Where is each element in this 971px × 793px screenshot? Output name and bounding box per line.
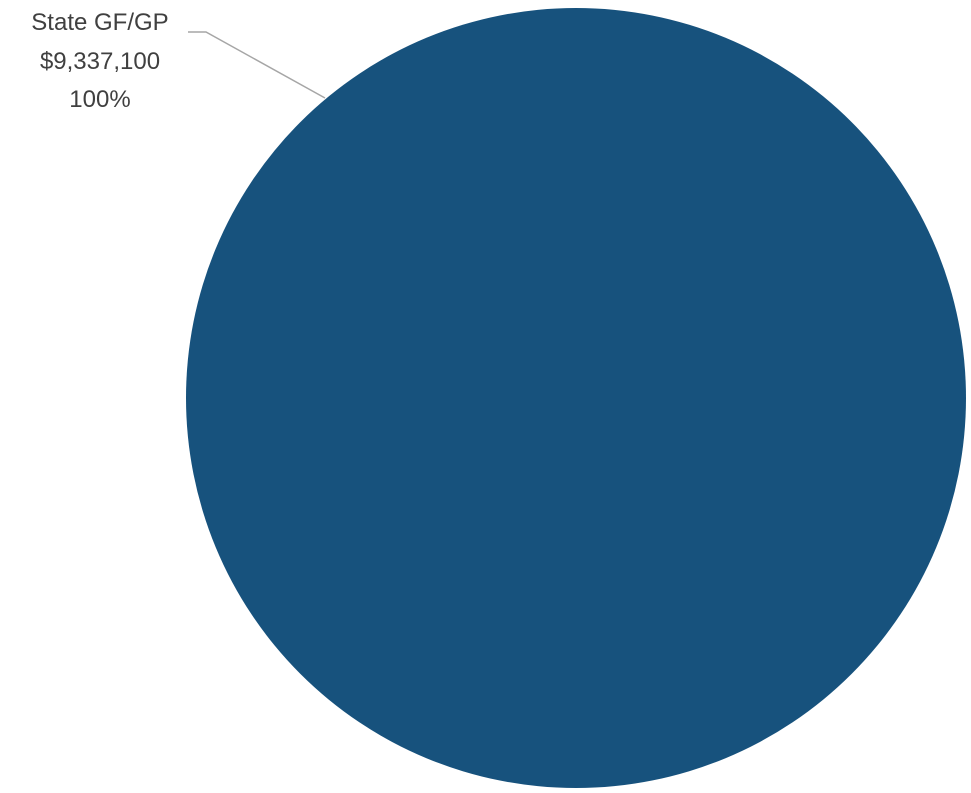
- slice-label-percent: 100%: [69, 86, 130, 113]
- slice-label-name: State GF/GP: [31, 9, 168, 36]
- slice-label-value: $9,337,100: [40, 48, 160, 75]
- slice-label-group: State GF/GP $9,337,100 100%: [31, 9, 168, 113]
- pie-slices: [186, 8, 966, 788]
- leader-line: [188, 31, 326, 99]
- pie-slice-state-gf-gp: [186, 8, 966, 788]
